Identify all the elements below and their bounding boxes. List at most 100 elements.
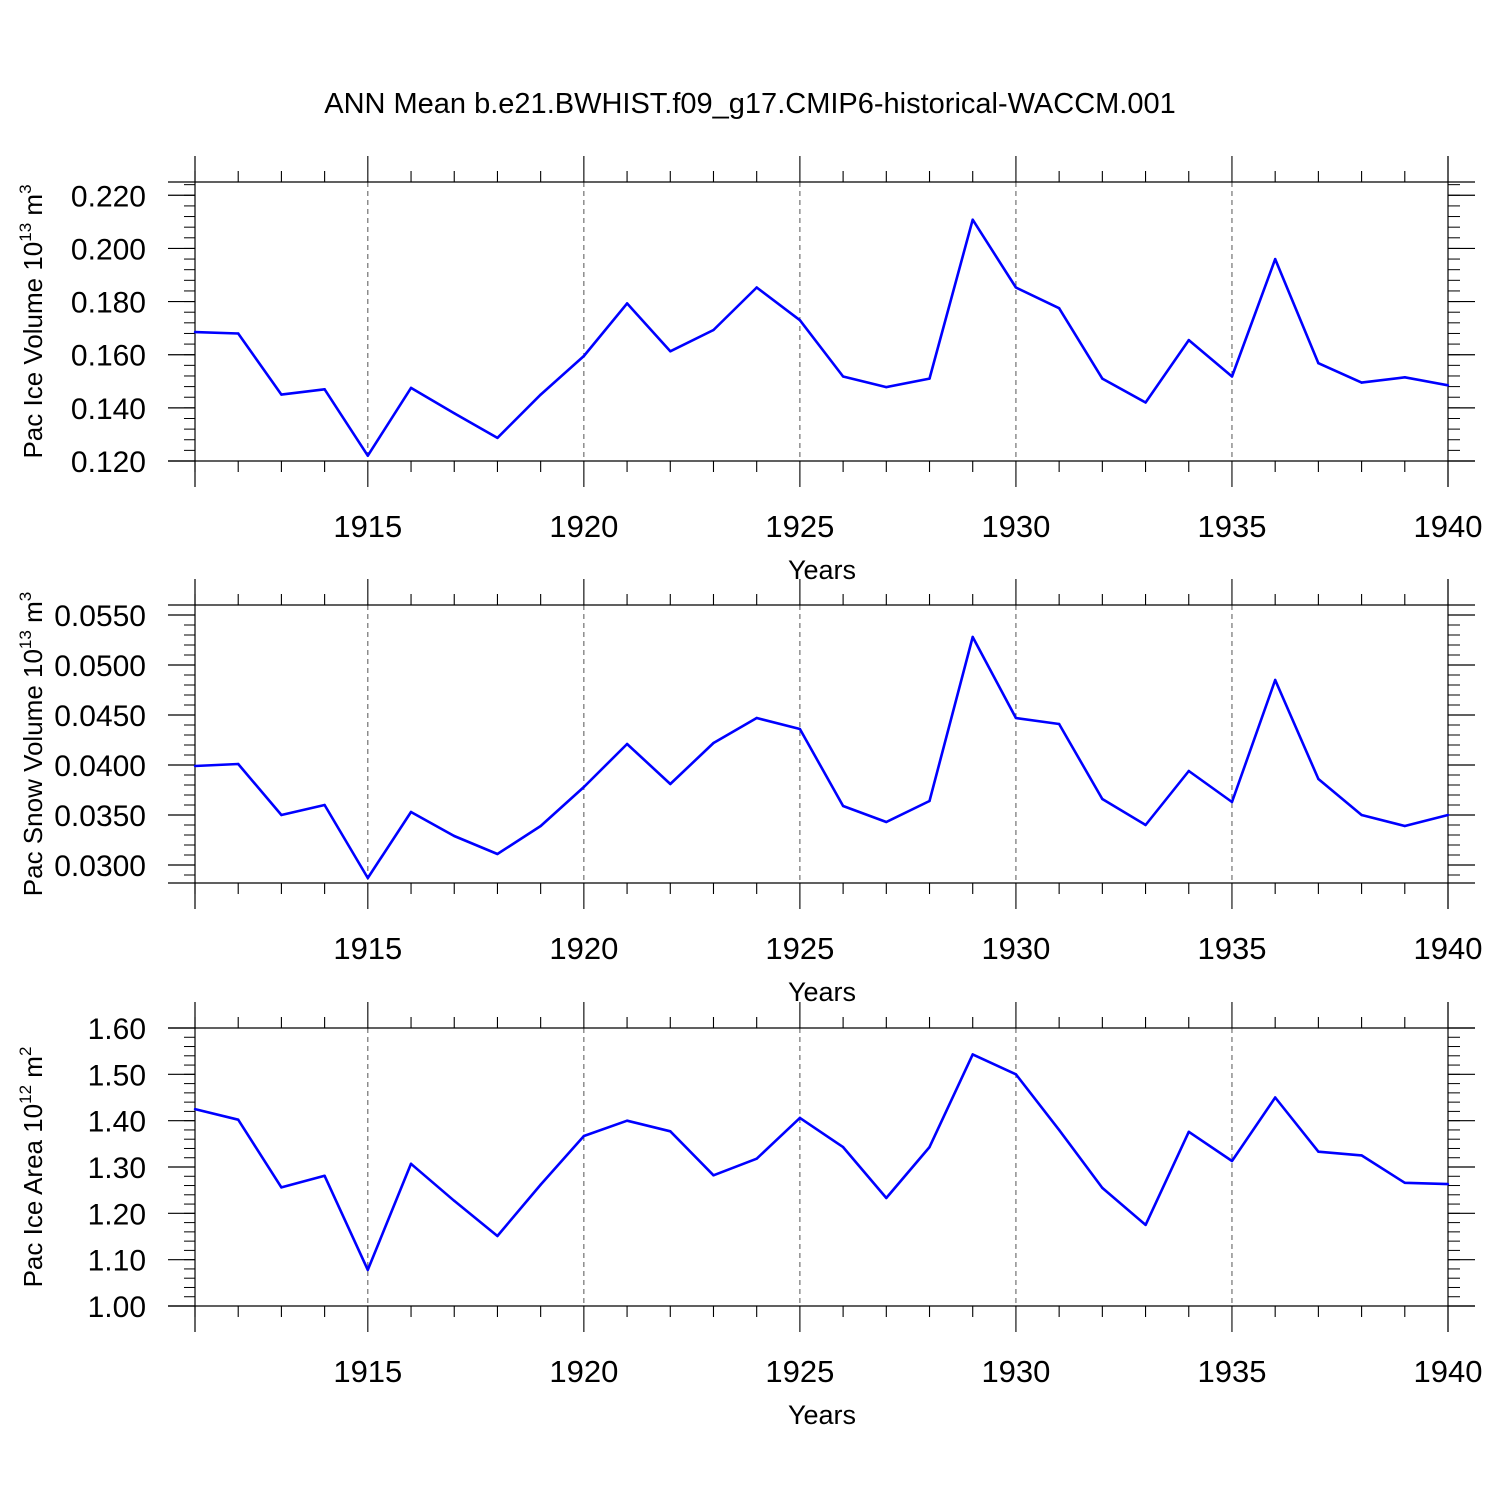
data-point xyxy=(1230,375,1234,378)
data-point xyxy=(453,1199,456,1203)
y-tick-label: 0.0550 xyxy=(54,600,146,633)
data-point xyxy=(453,834,456,838)
y-axis-label-unit-exponent: 3 xyxy=(16,592,35,601)
data-point xyxy=(1403,1181,1406,1184)
data-point xyxy=(712,741,715,745)
y-tick-label: 1.20 xyxy=(88,1198,146,1231)
data-point xyxy=(582,354,586,358)
y-axis-label: Pac Ice Volume 1013 m3 xyxy=(16,184,48,458)
x-tick-label: 1925 xyxy=(765,931,834,966)
data-point xyxy=(1057,307,1061,310)
data-point xyxy=(193,330,197,334)
y-tick-label: 0.200 xyxy=(71,233,146,266)
data-point xyxy=(971,218,974,221)
data-point xyxy=(885,385,888,389)
data-point xyxy=(237,332,240,335)
y-tick-label: 1.50 xyxy=(88,1059,146,1092)
data-point xyxy=(1317,362,1320,365)
data-point xyxy=(366,876,370,880)
y-tick-label: 0.0450 xyxy=(54,700,146,733)
data-point xyxy=(841,804,845,808)
y-axis-label-unit: m xyxy=(18,194,48,223)
panel-2: 0.0300 0.0350 0.0400 0.0450 0.0500 0.0550 1915… xyxy=(16,579,1482,1007)
data-point xyxy=(1317,1150,1320,1153)
data-point xyxy=(755,286,758,289)
data-point xyxy=(928,799,931,803)
x-tick-label: 1920 xyxy=(549,509,618,544)
data-point xyxy=(928,1145,931,1149)
data-point xyxy=(1273,678,1277,682)
y-tick-label: 0.140 xyxy=(71,393,146,426)
x-axis-label: Years xyxy=(788,1400,856,1430)
data-point xyxy=(582,785,586,789)
y-tick-label: 1.60 xyxy=(88,1013,146,1046)
data-point xyxy=(409,810,413,814)
data-point xyxy=(755,716,758,720)
data-point xyxy=(1403,824,1406,828)
x-axis-label: Years xyxy=(788,555,856,585)
figure-title: ANN Mean b.e21.BWHIST.f09_g17.CMIP6-hist… xyxy=(324,88,1176,120)
y-tick-label: 0.0400 xyxy=(54,750,146,783)
data-point xyxy=(1360,381,1363,384)
y-tick-label: 0.0500 xyxy=(54,650,146,683)
data-point xyxy=(1230,800,1234,804)
y-axis-label-exponent: 12 xyxy=(16,1085,35,1104)
y-tick-label: 0.180 xyxy=(71,287,146,320)
y-axis-label-exponent: 13 xyxy=(16,630,35,649)
data-point xyxy=(798,318,802,322)
data-point xyxy=(1230,1159,1234,1163)
data-point xyxy=(366,1268,370,1272)
data-point xyxy=(841,375,845,378)
data-point xyxy=(582,1134,586,1138)
data-point xyxy=(1317,777,1320,781)
y-axis-label-unit-exponent: 2 xyxy=(16,1047,35,1056)
y-tick-label: 1.00 xyxy=(88,1291,146,1324)
y-tick-label: 1.10 xyxy=(88,1245,146,1278)
data-point xyxy=(409,386,413,390)
series-line xyxy=(194,1053,1449,1272)
data-point xyxy=(1360,1154,1363,1157)
y-tick-label: 0.220 xyxy=(71,180,146,213)
data-point xyxy=(193,764,197,768)
y-axis-label-unit-exponent: 3 xyxy=(16,184,35,193)
data-point xyxy=(1014,286,1018,289)
data-point xyxy=(1187,769,1190,773)
data-point xyxy=(625,302,629,305)
data-point xyxy=(1446,813,1450,817)
y-tick-label: 0.0300 xyxy=(54,850,146,883)
data-point xyxy=(625,1119,629,1122)
x-tick-label: 1915 xyxy=(333,1354,402,1389)
x-tick-label: 1935 xyxy=(1197,1354,1266,1389)
data-point xyxy=(323,388,326,391)
data-point xyxy=(409,1162,413,1165)
x-tick-label: 1915 xyxy=(333,931,402,966)
y-axis-label-unit: m xyxy=(18,1056,48,1085)
y-tick-label: 1.40 xyxy=(88,1106,146,1139)
x-tick-label: 1925 xyxy=(765,1354,834,1389)
y-axis-label-unit: m xyxy=(18,601,48,630)
data-point xyxy=(1446,1182,1450,1186)
data-point xyxy=(841,1145,845,1149)
y-axis-label: Pac Ice Area 1012 m2 xyxy=(16,1047,48,1288)
data-point xyxy=(1360,813,1363,817)
y-axis-label-text: Pac Ice Volume 10 xyxy=(18,242,48,459)
data-point xyxy=(669,1130,672,1133)
data-point xyxy=(280,1186,283,1189)
data-point xyxy=(1101,377,1104,380)
data-point xyxy=(280,813,283,817)
data-point xyxy=(1144,1223,1147,1227)
data-point xyxy=(237,762,240,766)
data-point xyxy=(496,852,499,856)
data-point xyxy=(496,436,499,440)
data-point xyxy=(1187,1130,1190,1133)
x-tick-label: 1940 xyxy=(1414,1354,1483,1389)
panel-1: 0.120 0.140 0.160 0.180 0.200 0.220 1915 1920 19… xyxy=(16,156,1482,585)
data-point xyxy=(1144,823,1147,827)
data-point xyxy=(798,727,802,731)
x-tick-label: 1935 xyxy=(1197,931,1266,966)
x-tick-label: 1925 xyxy=(765,509,834,544)
x-tick-label: 1940 xyxy=(1414,931,1483,966)
y-axis-label-exponent: 13 xyxy=(16,223,35,242)
